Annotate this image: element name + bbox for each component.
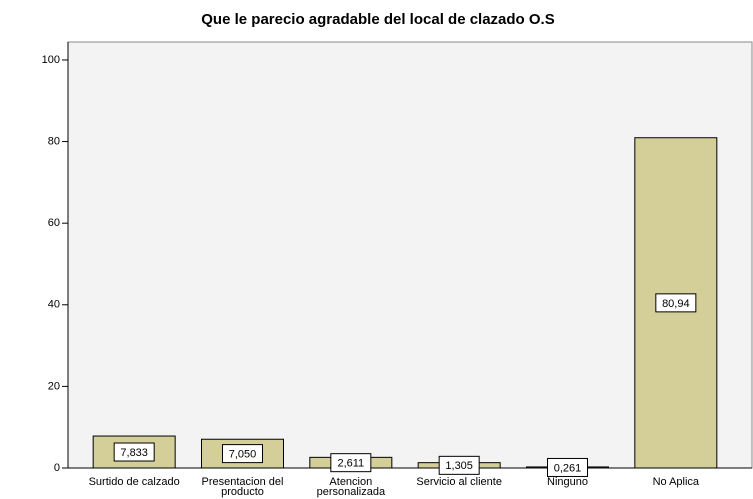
value-label-box	[438, 455, 480, 475]
x-tick-label: Presentacion del producto	[201, 476, 284, 498]
y-tick-label: 80	[48, 135, 60, 147]
x-tick-label: Atencion personalizada	[316, 476, 386, 498]
y-tick-label: 40	[48, 299, 60, 311]
x-tick-label: Ninguno	[547, 476, 588, 488]
value-label-box	[222, 444, 263, 464]
chart-title: Que le parecio agradable del local de cl…	[201, 11, 554, 28]
y-tick-label: 100	[42, 54, 60, 66]
value-label: 0,261	[554, 462, 582, 474]
y-tick-label: 20	[48, 380, 60, 392]
value-label: 80,94	[662, 298, 690, 310]
x-tick-label: Surtido de calzado	[88, 476, 180, 488]
y-tick-label: 0	[54, 462, 60, 474]
value-label-box	[655, 293, 697, 313]
value-label: 2,611	[337, 458, 364, 470]
y-tick-label: 60	[48, 217, 60, 229]
value-label-box	[113, 442, 155, 462]
value-label-box	[547, 457, 588, 477]
value-label: 7,050	[229, 449, 257, 461]
value-label: 1,305	[445, 460, 473, 472]
value-label-box	[330, 453, 372, 473]
value-label: 7,833	[120, 447, 148, 459]
x-tick-label: No Aplica	[652, 476, 700, 488]
x-tick-label: Servicio al cliente	[416, 476, 502, 488]
